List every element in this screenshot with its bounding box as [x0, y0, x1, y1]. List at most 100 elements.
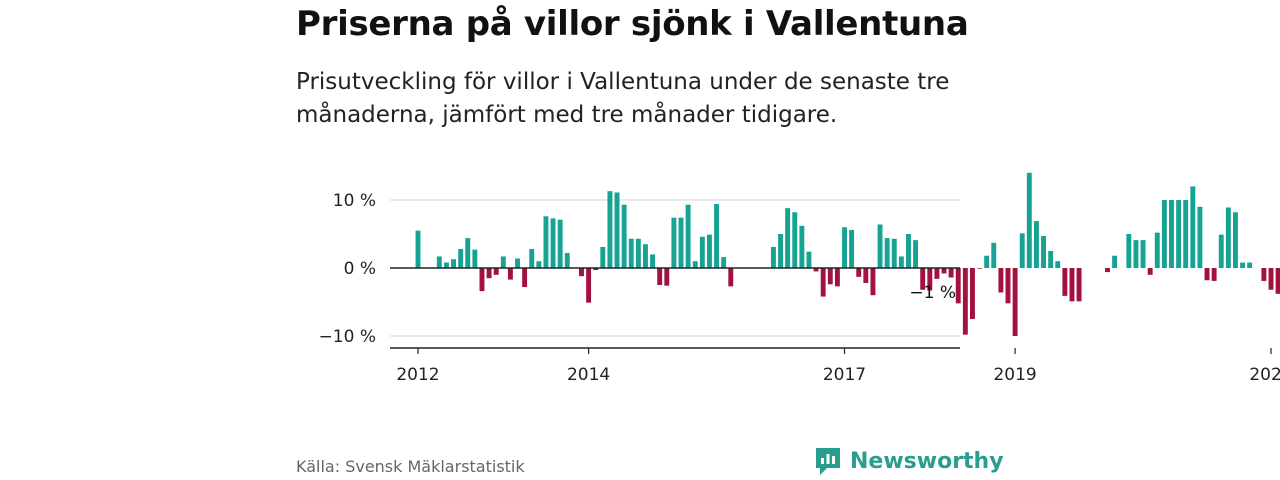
bar-negative [579, 268, 584, 277]
bar-positive [515, 258, 520, 268]
bar-negative [927, 268, 933, 291]
bar-positive [1176, 200, 1182, 268]
bar-negative [728, 268, 734, 287]
bar-negative [827, 268, 833, 285]
bar-negative [1261, 268, 1267, 281]
bar-positive [500, 256, 506, 268]
bar-negative [856, 268, 862, 277]
bar-negative [493, 268, 499, 275]
bar-positive [849, 229, 855, 268]
bar-negative [1105, 268, 1110, 273]
bar-negative [920, 268, 926, 290]
bar-negative [1012, 268, 1018, 336]
bar-negative [1147, 268, 1153, 275]
bar-positive [543, 216, 549, 268]
axes: 10 %0 %−10 %201220142017201920222024−1 % [319, 191, 1280, 385]
brand-name: Newsworthy [850, 448, 1004, 474]
x-tick-label: 2014 [567, 365, 610, 385]
bar-positive [1041, 236, 1046, 268]
bar-negative [593, 268, 599, 271]
bar-negative [962, 268, 968, 335]
bar-positive [1197, 206, 1203, 268]
bar-negative [664, 268, 670, 286]
bar-negative [1268, 268, 1274, 290]
x-tick-label: 2019 [993, 365, 1036, 385]
bar-negative [863, 268, 869, 283]
newsworthy-logo-icon [816, 448, 840, 475]
bar-positive [898, 256, 904, 268]
bar-positive [1161, 200, 1167, 268]
bar-positive [557, 219, 563, 268]
bar-negative [1275, 268, 1280, 294]
y-tick-label: −10 % [319, 327, 376, 347]
bar-positive [614, 192, 620, 268]
bar-negative [657, 268, 663, 285]
bar-negative [977, 268, 983, 269]
bar-positive [607, 191, 613, 268]
bar-positive [1126, 234, 1132, 268]
bar-positive [721, 257, 727, 268]
gridlines [390, 199, 960, 337]
bar-positive [1133, 240, 1139, 268]
bar-positive [706, 234, 712, 268]
bar-positive [628, 238, 634, 268]
bar-positive [635, 238, 641, 268]
bar-negative [948, 268, 954, 278]
bar-negative [1076, 268, 1082, 302]
bar-positive [529, 248, 535, 268]
chart-subtitle: Prisutveckling för villor i Vallentuna u… [296, 69, 950, 128]
bar-positive [1240, 262, 1246, 268]
bar-positive [1019, 233, 1025, 268]
bar-positive [1225, 207, 1231, 268]
bar-positive [1190, 186, 1196, 268]
bars [415, 172, 1280, 336]
bar-positive [564, 253, 570, 268]
bar-positive [692, 261, 698, 268]
bar-positive [621, 204, 627, 268]
bar-positive [806, 251, 812, 268]
bar-positive [877, 224, 883, 268]
source-note: Källa: Svensk Mäklarstatistik [296, 457, 525, 476]
bar-positive [799, 225, 805, 268]
bar-positive [1233, 212, 1238, 268]
bar-negative [1005, 268, 1011, 304]
bar-negative [1211, 268, 1217, 281]
bar-positive [792, 212, 798, 268]
bar-positive [472, 249, 478, 268]
bar-negative [479, 268, 485, 292]
bar-positive [465, 238, 471, 268]
bar-positive [451, 259, 456, 268]
bar-negative [1204, 268, 1210, 281]
bar-positive [884, 238, 890, 268]
bar-positive [550, 218, 556, 268]
bar-negative [834, 268, 840, 287]
bar-positive [1140, 240, 1146, 268]
bar-positive [1026, 172, 1032, 268]
bar-positive [991, 242, 997, 268]
bar-positive [1218, 234, 1224, 268]
bar-negative [486, 268, 492, 279]
bar-positive [415, 230, 421, 268]
bar-positive [906, 234, 911, 268]
y-tick-label: 10 % [333, 191, 376, 211]
bar-negative [955, 268, 961, 304]
brand-logo[interactable]: Newsworthy [814, 445, 1004, 477]
bar-negative [522, 268, 528, 288]
bar-positive [699, 236, 705, 268]
bar-positive [1169, 200, 1174, 268]
bar-negative [507, 268, 513, 280]
bar-positive [714, 204, 720, 268]
bar-positive [671, 217, 677, 268]
bar-positive [600, 246, 606, 268]
x-tick-label: 2012 [396, 365, 439, 385]
bar-negative [941, 268, 947, 274]
bar-negative [998, 268, 1004, 293]
bar-positive [443, 262, 449, 268]
bar-positive [891, 238, 897, 268]
bar-negative [820, 268, 826, 297]
bar-positive [1055, 261, 1061, 268]
chart-title: Priserna på villor sjönk i Vallentuna [296, 4, 969, 44]
bar-negative [1062, 268, 1068, 296]
bar-positive [1048, 251, 1054, 268]
bar-positive [913, 240, 919, 268]
